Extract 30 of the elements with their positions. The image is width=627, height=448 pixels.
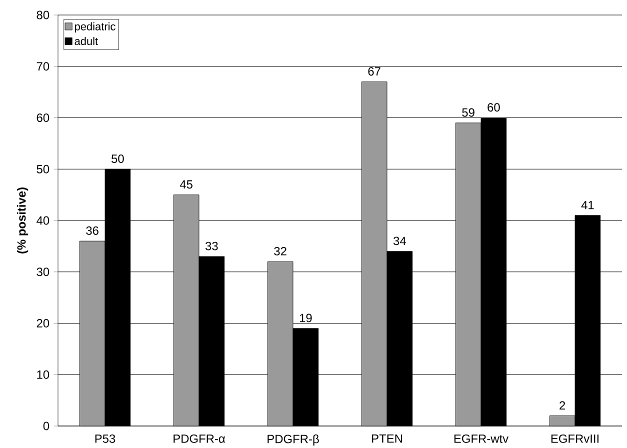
y-tick-label: 80	[36, 10, 50, 20]
data-label: 32	[274, 246, 286, 256]
data-label: 33	[205, 242, 218, 250]
x-tick-label: EGFR-wtv	[454, 434, 509, 443]
data-label: 36	[86, 226, 98, 235]
y-tick-label: 50	[36, 164, 50, 174]
y-tick-label: 20	[36, 319, 50, 328]
x-tick-label: EGFRvIII	[551, 434, 598, 443]
legend-label: pediatric	[75, 22, 116, 32]
x-tick-label: PDGFR-β	[268, 434, 319, 446]
data-label: 60	[488, 103, 500, 112]
y-tick-label: 10	[37, 370, 50, 379]
data-label: 50	[112, 154, 124, 163]
data-label: 59	[462, 108, 474, 117]
x-tick-label: PDGFR-α	[174, 434, 226, 443]
y-tick-label: 0	[43, 422, 50, 430]
y-tick-label: 70	[36, 62, 50, 71]
data-label: 19	[300, 314, 312, 322]
data-label: 41	[581, 200, 594, 210]
y-tick-label: 30	[36, 268, 50, 276]
legend-label: adult	[74, 37, 98, 46]
data-label: 2	[560, 401, 566, 410]
y-axis-title: (% positive)	[16, 188, 28, 254]
x-tick-label: P53	[95, 434, 116, 443]
data-label: 45	[180, 180, 192, 189]
y-tick-label: 60	[36, 114, 50, 122]
x-tick-label: PTEN	[372, 434, 402, 443]
data-label: 34	[393, 236, 406, 246]
data-label: 67	[368, 67, 380, 76]
y-tick-label: 40	[36, 216, 50, 225]
